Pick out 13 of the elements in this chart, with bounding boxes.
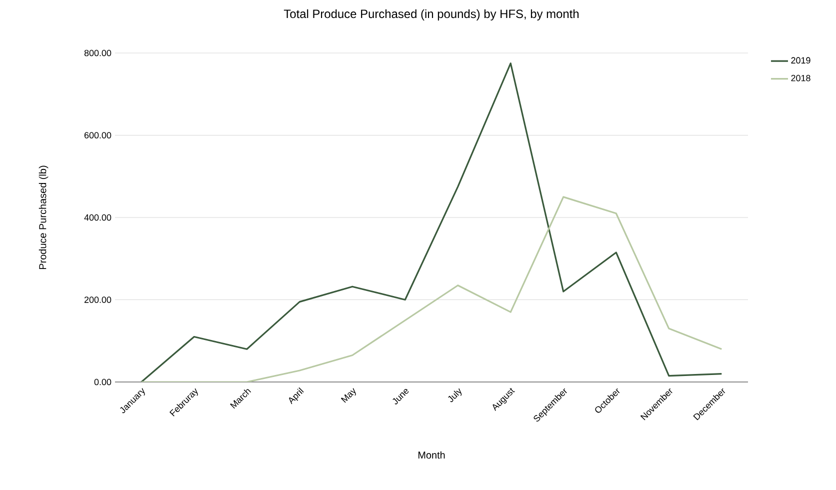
- y-axis-title: Produce Purchased (lb): [38, 166, 48, 270]
- legend-label: 2018: [791, 74, 810, 82]
- legend-label: 2019: [791, 57, 810, 64]
- x-axis-title: Month: [418, 451, 445, 459]
- y-tick-label: 400.00: [84, 214, 112, 221]
- y-tick-label: 0.00: [94, 378, 112, 386]
- x-tick-label: July: [448, 388, 462, 402]
- y-tick-label: 800.00: [84, 50, 112, 56]
- x-tick-label: May: [340, 388, 356, 403]
- y-tick-label: 600.00: [84, 132, 112, 138]
- line-series: [140, 62, 722, 382]
- chart-title: Total Produce Purchased (in pounds) by HFS, by month: [284, 9, 579, 20]
- y-tick-label: 200.00: [84, 296, 112, 303]
